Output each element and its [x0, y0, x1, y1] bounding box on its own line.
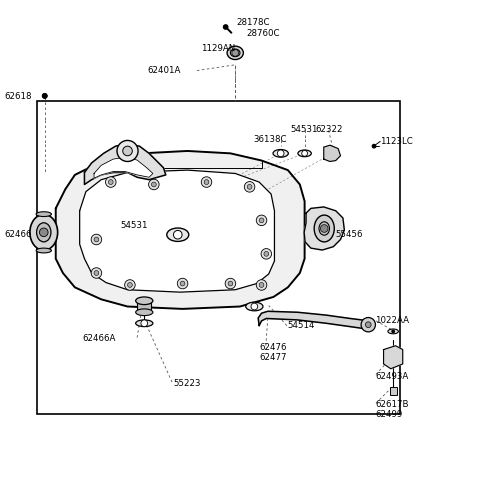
Bar: [137, 301, 152, 312]
Polygon shape: [304, 207, 344, 251]
Text: 36138C: 36138C: [253, 134, 287, 143]
Circle shape: [261, 249, 272, 260]
Circle shape: [251, 303, 258, 310]
Polygon shape: [84, 144, 166, 185]
Ellipse shape: [314, 216, 334, 242]
Text: 55223: 55223: [173, 378, 201, 387]
Text: 62466A: 62466A: [82, 334, 115, 342]
Text: 62322: 62322: [316, 125, 343, 134]
Polygon shape: [56, 152, 305, 309]
Polygon shape: [384, 346, 403, 369]
Text: 54531: 54531: [291, 125, 318, 134]
Text: 62617B: 62617B: [375, 399, 409, 408]
Ellipse shape: [136, 320, 153, 327]
Text: 55456: 55456: [336, 230, 363, 239]
Circle shape: [244, 182, 255, 192]
Text: 28760C: 28760C: [246, 29, 280, 38]
Circle shape: [232, 50, 239, 57]
Ellipse shape: [36, 212, 51, 217]
Circle shape: [247, 185, 252, 190]
Text: 28178C: 28178C: [236, 18, 270, 27]
Circle shape: [259, 283, 264, 288]
Circle shape: [372, 144, 376, 149]
Text: 62618: 62618: [4, 92, 32, 101]
Circle shape: [391, 330, 395, 334]
Text: 62499: 62499: [375, 409, 403, 418]
Circle shape: [228, 282, 233, 287]
Ellipse shape: [136, 309, 153, 316]
Circle shape: [125, 280, 135, 290]
Circle shape: [321, 225, 328, 233]
Circle shape: [361, 318, 375, 332]
Ellipse shape: [388, 329, 398, 334]
Circle shape: [177, 279, 188, 289]
Polygon shape: [94, 158, 153, 179]
Text: 62493A: 62493A: [375, 371, 408, 380]
Circle shape: [204, 180, 209, 185]
Polygon shape: [324, 146, 340, 162]
Circle shape: [264, 252, 269, 257]
Circle shape: [42, 94, 48, 99]
Ellipse shape: [36, 249, 51, 253]
Text: 62466: 62466: [4, 230, 32, 239]
Circle shape: [91, 268, 102, 279]
Text: 62401A: 62401A: [147, 65, 180, 74]
Ellipse shape: [230, 50, 240, 58]
Circle shape: [42, 94, 48, 99]
Ellipse shape: [136, 297, 153, 305]
Ellipse shape: [30, 215, 58, 251]
Circle shape: [117, 141, 138, 162]
Circle shape: [302, 151, 308, 157]
Bar: [36, 101, 400, 414]
Circle shape: [256, 216, 267, 226]
Circle shape: [141, 320, 148, 327]
Text: 62477: 62477: [259, 352, 287, 361]
Text: 1123LC: 1123LC: [380, 137, 413, 146]
Circle shape: [173, 231, 182, 240]
Circle shape: [108, 180, 113, 185]
Polygon shape: [258, 312, 372, 329]
Circle shape: [201, 178, 212, 188]
Ellipse shape: [227, 47, 243, 60]
Circle shape: [128, 283, 132, 288]
Circle shape: [365, 322, 371, 328]
Ellipse shape: [36, 223, 51, 242]
Ellipse shape: [319, 222, 329, 236]
Circle shape: [94, 271, 99, 276]
Text: 54514: 54514: [287, 321, 314, 329]
Circle shape: [259, 218, 264, 223]
Text: 1129AN: 1129AN: [201, 44, 235, 52]
Circle shape: [91, 235, 102, 245]
Circle shape: [180, 282, 185, 287]
Polygon shape: [80, 171, 275, 292]
Circle shape: [225, 279, 236, 289]
Circle shape: [149, 180, 159, 191]
Ellipse shape: [273, 150, 288, 158]
Ellipse shape: [167, 228, 189, 242]
Text: 62476: 62476: [259, 343, 287, 351]
Text: 1022AA: 1022AA: [375, 316, 409, 325]
Circle shape: [94, 238, 99, 242]
Text: 54531: 54531: [120, 220, 148, 229]
Circle shape: [223, 25, 228, 31]
Circle shape: [39, 228, 48, 237]
Circle shape: [106, 178, 116, 188]
Circle shape: [152, 183, 156, 188]
Circle shape: [256, 280, 267, 290]
Ellipse shape: [298, 151, 312, 157]
Circle shape: [277, 151, 284, 157]
Circle shape: [123, 147, 132, 156]
Bar: [390, 387, 396, 395]
Ellipse shape: [246, 302, 263, 311]
